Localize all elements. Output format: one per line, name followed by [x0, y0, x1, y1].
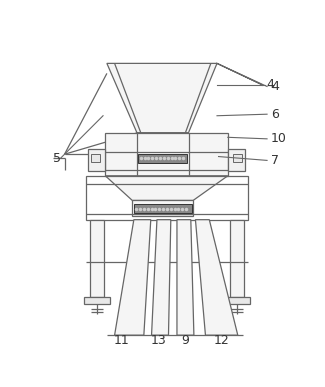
Bar	[105, 133, 228, 176]
Text: 12: 12	[214, 334, 229, 347]
Bar	[132, 200, 193, 216]
Polygon shape	[107, 63, 217, 133]
Bar	[84, 297, 110, 305]
Bar	[92, 154, 100, 162]
Text: 6: 6	[271, 108, 279, 121]
Polygon shape	[105, 176, 228, 200]
Polygon shape	[195, 220, 238, 335]
Bar	[138, 154, 187, 163]
Text: 4: 4	[266, 79, 274, 91]
Bar	[228, 149, 245, 171]
Polygon shape	[177, 220, 194, 335]
Bar	[90, 220, 104, 297]
Text: 4: 4	[271, 80, 279, 93]
Bar	[233, 154, 242, 162]
Bar	[88, 149, 105, 171]
Bar	[230, 220, 244, 297]
Text: 5: 5	[53, 152, 61, 164]
Text: 9: 9	[181, 334, 189, 347]
Text: 10: 10	[271, 132, 287, 146]
Text: 13: 13	[150, 334, 166, 347]
Text: 7: 7	[271, 154, 279, 167]
Bar	[134, 204, 192, 213]
Polygon shape	[151, 220, 171, 335]
Polygon shape	[115, 220, 151, 335]
Bar	[224, 297, 250, 305]
Text: 11: 11	[114, 334, 129, 347]
Bar	[86, 176, 248, 220]
